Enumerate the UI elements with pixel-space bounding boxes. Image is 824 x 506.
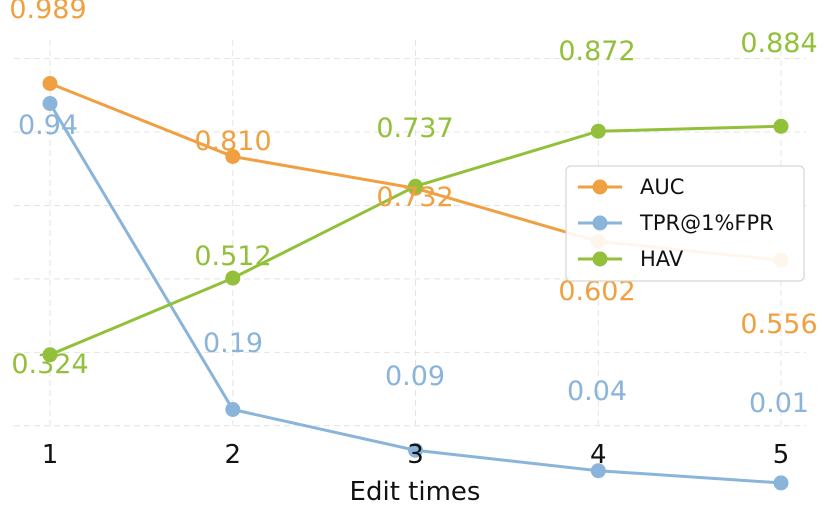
x-tick-label: 2	[224, 440, 241, 470]
legend-marker	[592, 179, 608, 195]
data-label: 0.01	[749, 388, 809, 419]
data-point	[408, 442, 423, 458]
data-label: 0.989	[9, 0, 86, 25]
data-label: 0.04	[567, 376, 627, 407]
legend-entry-label: HAV	[640, 247, 684, 271]
data-label: 0.94	[18, 110, 78, 141]
legend: AUC TPR@1%FPR HAV	[565, 165, 805, 282]
data-label: 0.732	[376, 182, 453, 213]
data-label: 0.556	[740, 309, 817, 340]
data-label: 0.884	[740, 28, 817, 59]
data-label: 0.19	[203, 328, 263, 359]
data-point	[225, 402, 241, 417]
series-lines	[42, 76, 789, 491]
legend-marker	[592, 251, 608, 267]
x-tick-label: 1	[42, 440, 59, 470]
x-tick-label: 5	[773, 440, 790, 470]
data-point	[225, 149, 241, 164]
data-point	[408, 178, 423, 194]
data-label: 0.09	[385, 361, 445, 392]
x-tick-label: 3	[407, 440, 424, 470]
data-point	[773, 475, 789, 491]
data-point	[42, 76, 58, 91]
x-tick-label: 4	[590, 440, 607, 470]
data-label: 0.324	[11, 349, 88, 380]
data-label: 0.872	[558, 36, 635, 67]
data-point	[773, 118, 789, 134]
legend-entry-label: TPR@1%FPR	[639, 211, 774, 235]
legend-box	[565, 165, 805, 282]
data-point	[225, 270, 241, 286]
x-axis-title: Edit times	[350, 477, 481, 506]
legend-entry-label: AUC	[640, 175, 684, 199]
data-point	[42, 96, 58, 111]
x-axis-ticks: 1 2 3 4 5	[42, 440, 790, 470]
data-point	[42, 347, 58, 363]
grid	[14, 40, 806, 430]
data-label: 0.810	[194, 126, 271, 157]
legend-marker	[592, 215, 608, 231]
data-label: 0.512	[194, 241, 271, 272]
data-point	[590, 123, 606, 139]
data-point	[590, 463, 606, 479]
data-label: 0.737	[376, 113, 453, 144]
